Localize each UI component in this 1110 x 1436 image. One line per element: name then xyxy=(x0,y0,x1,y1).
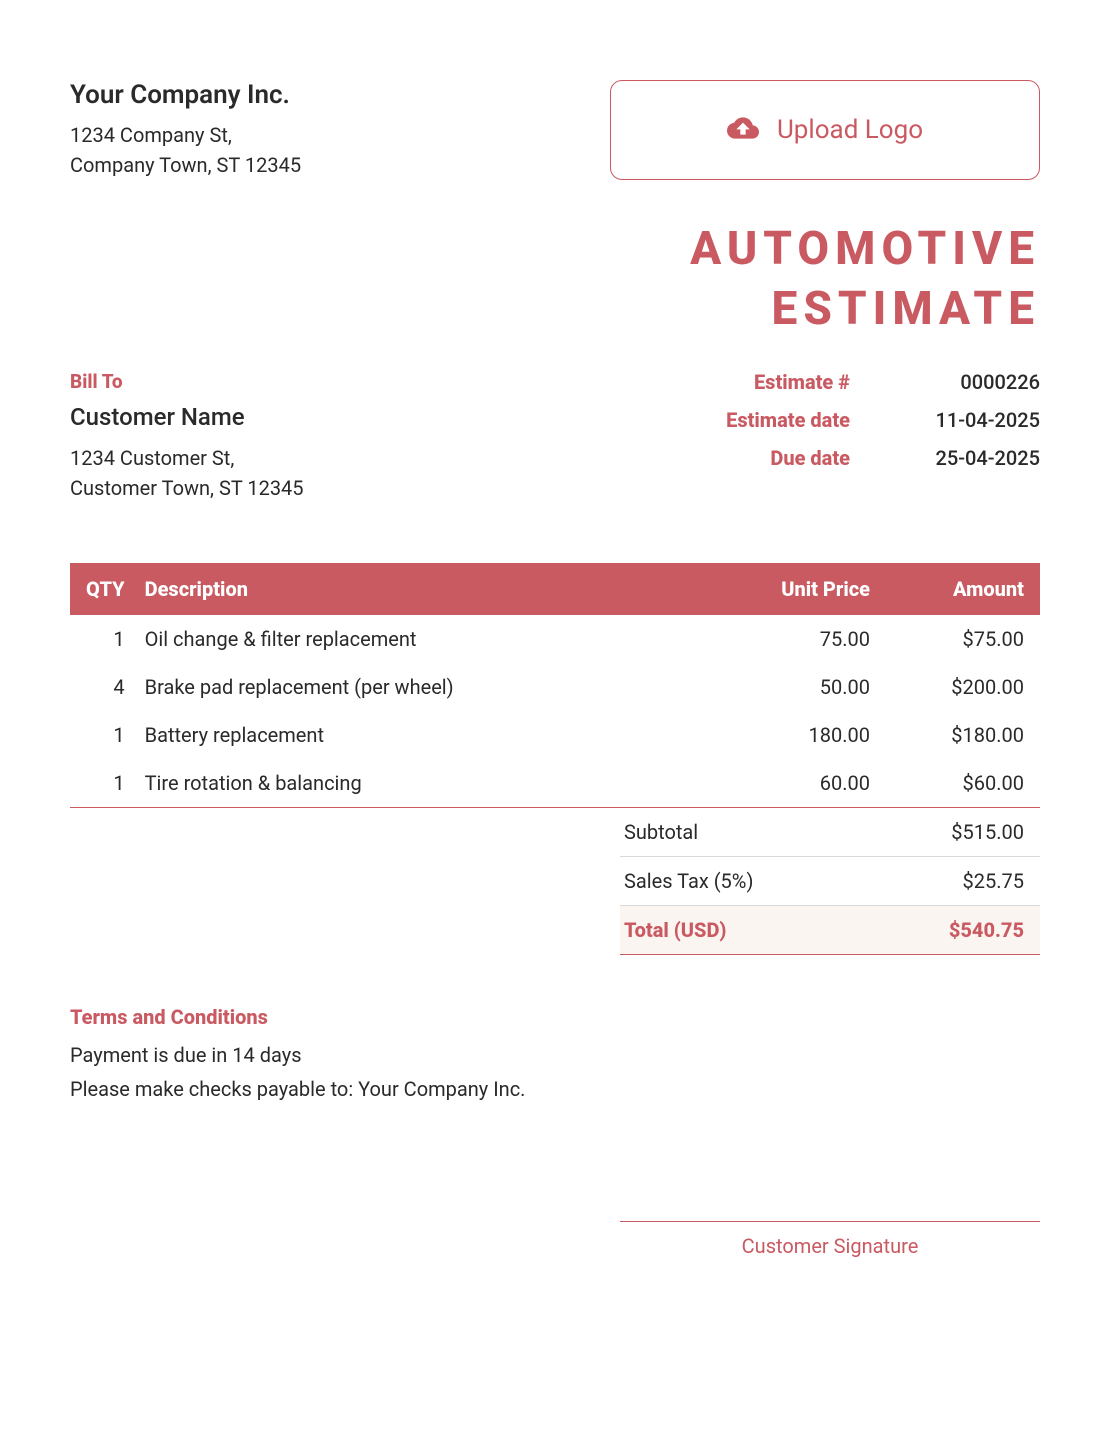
header: Your Company Inc. 1234 Company St, Compa… xyxy=(70,80,1040,180)
totals-block: Subtotal $515.00 Sales Tax (5%) $25.75 T… xyxy=(620,808,1040,955)
upload-logo-label: Upload Logo xyxy=(777,115,923,145)
cell-unit-price: 60.00 xyxy=(700,759,880,808)
cell-qty: 1 xyxy=(70,615,135,663)
meta-row: Bill To Customer Name 1234 Customer St, … xyxy=(70,370,1040,503)
doc-title-line2: ESTIMATE xyxy=(70,280,1040,340)
cell-amount: $60.00 xyxy=(880,759,1040,808)
terms-line1: Payment is due in 14 days xyxy=(70,1043,1040,1067)
bill-to-block: Bill To Customer Name 1234 Customer St, … xyxy=(70,370,304,503)
tax-row: Sales Tax (5%) $25.75 xyxy=(620,857,1040,906)
table-row: 1Battery replacement180.00$180.00 xyxy=(70,711,1040,759)
customer-name: Customer Name xyxy=(70,403,304,431)
due-date-label: Due date xyxy=(700,446,850,470)
company-name: Your Company Inc. xyxy=(70,80,301,110)
cell-qty: 1 xyxy=(70,759,135,808)
subtotal-row: Subtotal $515.00 xyxy=(620,808,1040,857)
customer-addr-line1: 1234 Customer St, xyxy=(70,443,304,473)
estimate-number-row: Estimate # 0000226 xyxy=(700,370,1040,394)
company-block: Your Company Inc. 1234 Company St, Compa… xyxy=(70,80,301,180)
estimate-date-row: Estimate date 11-04-2025 xyxy=(700,408,1040,432)
cell-unit-price: 180.00 xyxy=(700,711,880,759)
company-address: 1234 Company St, Company Town, ST 12345 xyxy=(70,120,301,180)
subtotal-label: Subtotal xyxy=(620,820,698,844)
cell-qty: 1 xyxy=(70,711,135,759)
due-date-row: Due date 25-04-2025 xyxy=(700,446,1040,470)
subtotal-value: $515.00 xyxy=(951,820,1024,844)
tax-label: Sales Tax (5%) xyxy=(620,869,753,893)
table-header-row: QTY Description Unit Price Amount xyxy=(70,563,1040,615)
company-addr-line1: 1234 Company St, xyxy=(70,120,301,150)
cell-qty: 4 xyxy=(70,663,135,711)
cell-unit-price: 75.00 xyxy=(700,615,880,663)
cell-description: Tire rotation & balancing xyxy=(135,759,700,808)
cell-description: Brake pad replacement (per wheel) xyxy=(135,663,700,711)
estimate-date-label: Estimate date xyxy=(700,408,850,432)
col-unit-price: Unit Price xyxy=(700,563,880,615)
signature-block: Customer Signature xyxy=(620,1221,1040,1258)
bill-to-heading: Bill To xyxy=(70,370,304,393)
document-title: AUTOMOTIVE ESTIMATE xyxy=(70,220,1040,340)
cell-amount: $180.00 xyxy=(880,711,1040,759)
customer-address: 1234 Customer St, Customer Town, ST 1234… xyxy=(70,443,304,503)
table-row: 4Brake pad replacement (per wheel)50.00$… xyxy=(70,663,1040,711)
grand-total-row: Total (USD) $540.75 xyxy=(620,906,1040,955)
cell-description: Oil change & filter replacement xyxy=(135,615,700,663)
due-date-value: 25-04-2025 xyxy=(910,446,1040,470)
upload-logo-button[interactable]: Upload Logo xyxy=(610,80,1040,180)
terms-block: Terms and Conditions Payment is due in 1… xyxy=(70,1005,1040,1101)
grand-total-value: $540.75 xyxy=(949,918,1024,942)
col-qty: QTY xyxy=(70,563,135,615)
cloud-upload-icon xyxy=(727,112,759,148)
customer-addr-line2: Customer Town, ST 12345 xyxy=(70,473,304,503)
tax-value: $25.75 xyxy=(963,869,1024,893)
estimate-number-value: 0000226 xyxy=(910,370,1040,394)
col-description: Description xyxy=(135,563,700,615)
terms-line2: Please make checks payable to: Your Comp… xyxy=(70,1077,1040,1101)
table-row: 1Oil change & filter replacement75.00$75… xyxy=(70,615,1040,663)
cell-description: Battery replacement xyxy=(135,711,700,759)
signature-label: Customer Signature xyxy=(620,1222,1040,1258)
table-row: 1Tire rotation & balancing60.00$60.00 xyxy=(70,759,1040,808)
terms-heading: Terms and Conditions xyxy=(70,1005,1040,1029)
grand-total-label: Total (USD) xyxy=(620,918,726,942)
doc-title-line1: AUTOMOTIVE xyxy=(70,220,1040,280)
col-amount: Amount xyxy=(880,563,1040,615)
cell-amount: $200.00 xyxy=(880,663,1040,711)
estimate-date-value: 11-04-2025 xyxy=(910,408,1040,432)
company-addr-line2: Company Town, ST 12345 xyxy=(70,150,301,180)
line-items-table: QTY Description Unit Price Amount 1Oil c… xyxy=(70,563,1040,808)
cell-unit-price: 50.00 xyxy=(700,663,880,711)
cell-amount: $75.00 xyxy=(880,615,1040,663)
estimate-number-label: Estimate # xyxy=(700,370,850,394)
estimate-meta: Estimate # 0000226 Estimate date 11-04-2… xyxy=(700,370,1040,484)
